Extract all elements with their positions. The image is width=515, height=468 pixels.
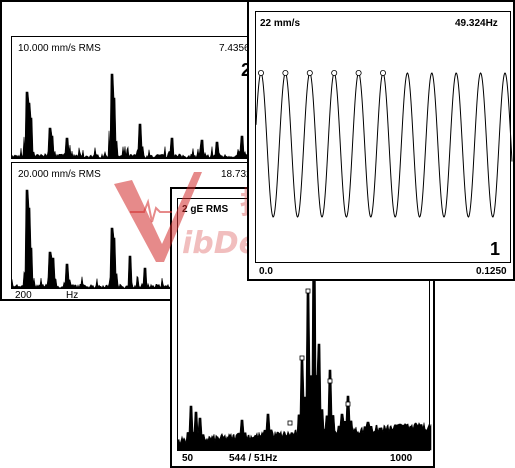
waveform-scale-label: 22 mm/s: [260, 18, 301, 29]
peak-marker: [355, 70, 362, 77]
waveform-index: 1: [490, 239, 501, 259]
harmonic-marker: [345, 401, 351, 407]
top-spectrum-trace: [11, 73, 258, 159]
waveform-x-axis-start: 0.0: [259, 266, 273, 277]
peak-marker: [380, 70, 387, 77]
top-plot-scale-label: 10.000 mm/s RMS: [18, 43, 101, 54]
envelope-x-axis-start: 50: [182, 453, 194, 464]
peak-marker: [282, 70, 289, 77]
envelope-scale-label: 2 gE RMS: [182, 204, 229, 215]
waveform-trace: [255, 70, 513, 218]
left-x-axis-start: 200: [15, 290, 32, 301]
waveform-plot[interactable]: 22 mm/s 49.324Hz 1: [255, 11, 513, 263]
peak-markers: [258, 70, 387, 77]
harmonic-marker: [327, 378, 333, 384]
envelope-spectrum-trace: [177, 205, 432, 451]
envelope-cursor-readout: 544 / 51Hz: [229, 453, 278, 464]
waveform-window[interactable]: 22 mm/s 49.324Hz 1 0.0 0.1250: [247, 0, 515, 281]
peak-marker: [331, 70, 338, 77]
waveform-x-axis-end: 0.1250: [476, 266, 507, 277]
top-plot-value: 7.4356: [219, 43, 250, 54]
left-x-axis-unit: Hz: [66, 290, 79, 301]
peak-marker: [258, 70, 264, 77]
top-plot-index: 2: [241, 60, 252, 80]
top-spectrum-plot[interactable]: 10.000 mm/s RMS 7.4356 2: [11, 36, 258, 159]
peak-marker: [306, 70, 313, 77]
harmonic-marker: [299, 355, 305, 361]
bottom-plot-scale-label: 20.000 mm/s RMS: [18, 169, 101, 180]
harmonic-markers: [287, 288, 351, 426]
waveform-frequency: 49.324Hz: [455, 18, 498, 29]
envelope-x-axis-end: 1000: [390, 453, 413, 464]
bottom-plot-value: 18.732: [221, 169, 252, 180]
harmonic-marker: [287, 420, 293, 426]
harmonic-marker: [305, 288, 311, 294]
